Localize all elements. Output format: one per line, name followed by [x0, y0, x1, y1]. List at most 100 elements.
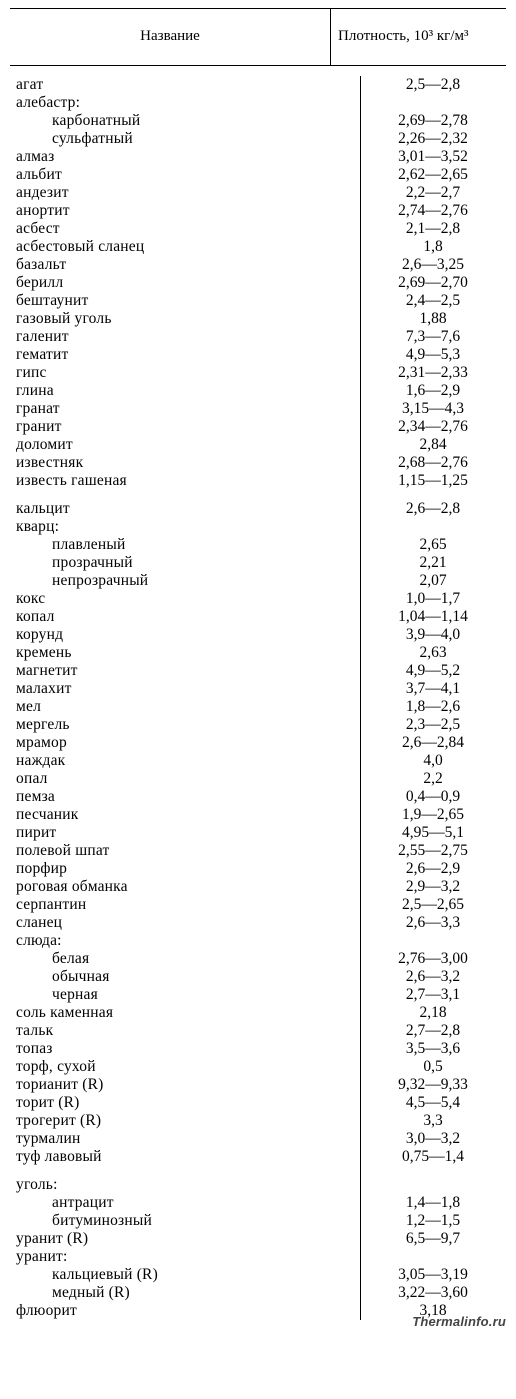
table-row: известь гашеная1,15—1,25: [10, 472, 506, 490]
material-name: алмаз: [10, 148, 360, 166]
density-value: 2,69—2,78: [360, 112, 506, 130]
material-name: агат: [10, 76, 360, 94]
density-value: 1,0—1,7: [360, 590, 506, 608]
material-name: галенит: [10, 328, 360, 346]
material-name: асбест: [10, 220, 360, 238]
material-name: уранит (R): [10, 1230, 360, 1248]
material-name: белая: [10, 950, 360, 968]
material-name: корунд: [10, 626, 360, 644]
table-row: алмаз3,01—3,52: [10, 148, 506, 166]
table-row: копал1,04—1,14: [10, 608, 506, 626]
material-name: сланец: [10, 914, 360, 932]
density-value: 2,7—3,1: [360, 986, 506, 1004]
material-name: доломит: [10, 436, 360, 454]
material-name: кокс: [10, 590, 360, 608]
table-row: базальт2,6—3,25: [10, 256, 506, 274]
material-name: пемза: [10, 788, 360, 806]
density-value: 2,1—2,8: [360, 220, 506, 238]
table-row: кокс1,0—1,7: [10, 590, 506, 608]
table-row: антрацит1,4—1,8: [10, 1194, 506, 1212]
material-name: антрацит: [10, 1194, 360, 1212]
material-name: гранит: [10, 418, 360, 436]
table-row: кварц:: [10, 518, 506, 536]
table-row: сульфатный2,26—2,32: [10, 130, 506, 148]
density-value: 0,4—0,9: [360, 788, 506, 806]
table-row: прозрачный2,21: [10, 554, 506, 572]
material-name: туф лавовый: [10, 1148, 360, 1166]
table-row: алебастр:: [10, 94, 506, 112]
density-value: 2,6—3,2: [360, 968, 506, 986]
material-name: опал: [10, 770, 360, 788]
material-name: базальт: [10, 256, 360, 274]
material-name: топаз: [10, 1040, 360, 1058]
material-name: берилл: [10, 274, 360, 292]
density-value: 3,15—4,3: [360, 400, 506, 418]
table-row: медный (R)3,22—3,60: [10, 1284, 506, 1302]
table-row: торианит (R)9,32—9,33: [10, 1076, 506, 1094]
header-density-col: Плотность, 10³ кг/м³: [330, 28, 506, 45]
material-name: полевой шпат: [10, 842, 360, 860]
material-name: битуминозный: [10, 1212, 360, 1230]
material-name: прозрачный: [10, 554, 360, 572]
density-value: 1,15—1,25: [360, 472, 506, 490]
table-row: роговая обманка2,9—3,2: [10, 878, 506, 896]
header-name-col: Название: [10, 28, 330, 45]
table-row: тальк2,7—2,8: [10, 1022, 506, 1040]
table-row: карбонатный2,69—2,78: [10, 112, 506, 130]
material-name: черная: [10, 986, 360, 1004]
density-value: 1,2—1,5: [360, 1212, 506, 1230]
material-name: медный (R): [10, 1284, 360, 1302]
material-name: торф, сухой: [10, 1058, 360, 1076]
density-value: 3,5—3,6: [360, 1040, 506, 1058]
material-name: мел: [10, 698, 360, 716]
material-name: непрозрачный: [10, 572, 360, 590]
table-row: малахит3,7—4,1: [10, 680, 506, 698]
material-name: известь гашеная: [10, 472, 360, 490]
table-row: гранат3,15—4,3: [10, 400, 506, 418]
watermark: Thermalinfo.ru: [412, 1315, 506, 1330]
material-name: кальцит: [10, 500, 360, 518]
table-row: слюда:: [10, 932, 506, 950]
density-value: 2,2: [360, 770, 506, 788]
table-row: уранит:: [10, 1248, 506, 1266]
density-value: 2,7—2,8: [360, 1022, 506, 1040]
table-row: сланец2,6—3,3: [10, 914, 506, 932]
table-row: альбит2,62—2,65: [10, 166, 506, 184]
table-row: глина1,6—2,9: [10, 382, 506, 400]
density-value: 1,8—2,6: [360, 698, 506, 716]
density-value: 1,6—2,9: [360, 382, 506, 400]
density-value: 4,9—5,2: [360, 662, 506, 680]
density-value: 2,4—2,5: [360, 292, 506, 310]
table-row: доломит2,84: [10, 436, 506, 454]
table-row: галенит7,3—7,6: [10, 328, 506, 346]
density-value: 1,8: [360, 238, 506, 256]
density-value: 0,5: [360, 1058, 506, 1076]
table-row: битуминозный1,2—1,5: [10, 1212, 506, 1230]
table-row: плавленый2,65: [10, 536, 506, 554]
density-value: 2,26—2,32: [360, 130, 506, 148]
body-vertical-separator: [360, 76, 361, 1320]
material-name: уранит:: [10, 1248, 360, 1266]
table-row: полевой шпат2,55—2,75: [10, 842, 506, 860]
header-vertical-separator: [330, 9, 331, 65]
material-name: альбит: [10, 166, 360, 184]
density-value: 0,75—1,4: [360, 1148, 506, 1166]
density-value: 1,04—1,14: [360, 608, 506, 626]
table-row: асбестовый сланец1,8: [10, 238, 506, 256]
density-value: 4,0: [360, 752, 506, 770]
density-value: 2,31—2,33: [360, 364, 506, 382]
material-name: сульфатный: [10, 130, 360, 148]
table-row: уголь:: [10, 1176, 506, 1194]
density-value: 3,22—3,60: [360, 1284, 506, 1302]
material-name: гипс: [10, 364, 360, 382]
density-value: 2,34—2,76: [360, 418, 506, 436]
density-value: 2,18: [360, 1004, 506, 1022]
material-name: серпантин: [10, 896, 360, 914]
table-row: гипс2,31—2,33: [10, 364, 506, 382]
table-row: пирит4,95—5,1: [10, 824, 506, 842]
material-name: магнетит: [10, 662, 360, 680]
table-row: серпантин2,5—2,65: [10, 896, 506, 914]
material-name: песчаник: [10, 806, 360, 824]
density-value: 2,07: [360, 572, 506, 590]
table-row: черная2,7—3,1: [10, 986, 506, 1004]
